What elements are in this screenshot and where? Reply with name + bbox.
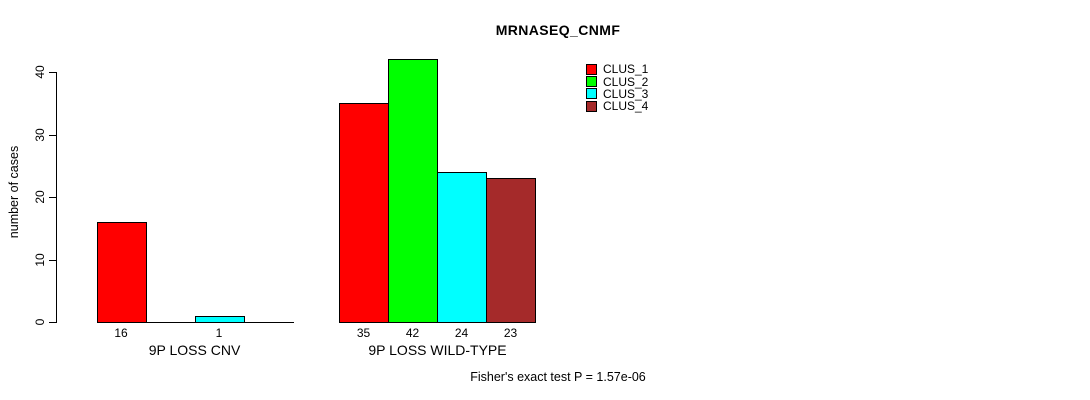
chart-title: MRNASEQ_CNMF [495, 22, 621, 38]
legend-label: CLUS_2 [603, 74, 649, 89]
y-axis-tick-label: 0 [33, 318, 47, 326]
legend-swatch-clus_3 [586, 88, 597, 100]
legend-row: CLUS_1 [586, 63, 648, 75]
bar-clus_2 [388, 59, 438, 323]
y-axis-tick-label: 20 [33, 190, 47, 204]
y-axis-tick [49, 134, 57, 136]
y-axis-tick [49, 322, 57, 323]
legend-swatch-clus_2 [586, 76, 597, 88]
bar-clus_1 [339, 103, 389, 323]
legend-label: CLUS_3 [603, 86, 649, 101]
y-axis-tick [49, 259, 57, 261]
bar-clus_3 [437, 172, 487, 323]
zero-bar-clus_4 [243, 322, 294, 323]
bar-value-label: 1 [215, 326, 223, 340]
bar-clus_4 [486, 178, 536, 323]
group-label-9p-loss-cnv: 9P LOSS CNV [148, 342, 241, 358]
fisher-test-annotation: Fisher's exact test P = 1.57e-06 [470, 370, 646, 384]
legend-swatch-clus_1 [586, 63, 597, 75]
zero-bar-clus_2 [145, 322, 196, 323]
y-axis-tick-label: 10 [33, 252, 47, 267]
y-axis-tick-label: 30 [33, 127, 47, 142]
legend-row: CLUS_2 [586, 74, 649, 89]
bar-value-label: 16 [114, 326, 128, 340]
bar-value-label: 35 [356, 326, 371, 340]
group-label-9p-loss-wild-type: 9P LOSS WILD-TYPE [368, 342, 507, 358]
bar-clus_3 [194, 316, 245, 323]
bar-value-label: 23 [503, 326, 518, 340]
bar-clus_1 [96, 222, 147, 323]
y-axis-label: number of cases [7, 145, 21, 239]
bar-value-label: 24 [454, 326, 469, 340]
legend-row: CLUS_3 [586, 88, 648, 100]
bar-value-label: 42 [405, 326, 420, 340]
legend-swatch-clus_4 [586, 100, 597, 112]
legend-label: CLUS_1 [603, 62, 649, 77]
y-axis-tick [49, 72, 57, 73]
legend: CLUS_1 CLUS_2 CLUS_3 CLUS_4 [586, 63, 648, 113]
y-axis-tick [49, 197, 57, 198]
legend-label: CLUS_4 [603, 99, 649, 114]
legend-row: CLUS_4 [586, 100, 648, 112]
y-axis-tick-label: 40 [33, 65, 47, 79]
